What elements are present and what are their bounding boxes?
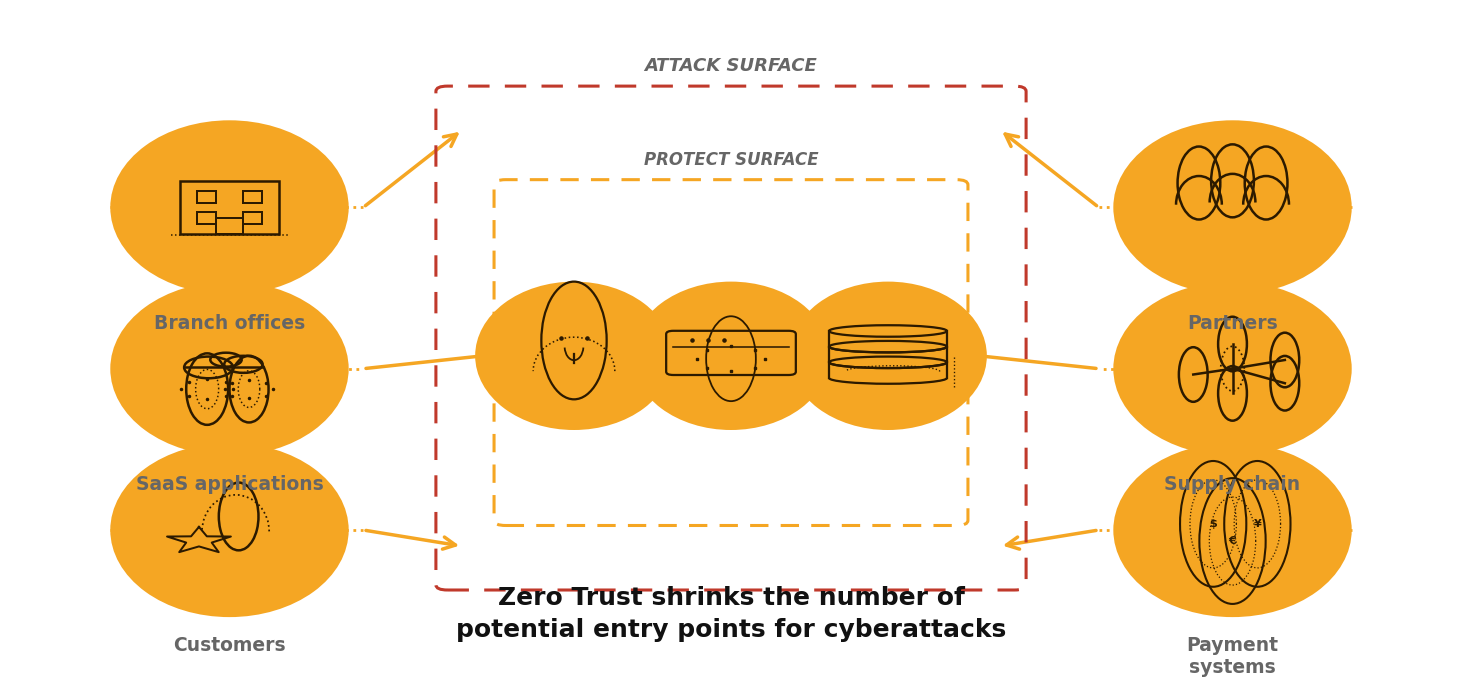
Ellipse shape (110, 443, 348, 617)
Text: Payment
systems: Payment systems (1187, 637, 1278, 677)
Ellipse shape (632, 282, 830, 430)
Ellipse shape (1114, 443, 1352, 617)
Text: Supply chain: Supply chain (1164, 475, 1301, 494)
Ellipse shape (1114, 120, 1352, 295)
Text: ¥: ¥ (1253, 519, 1262, 529)
Ellipse shape (110, 282, 348, 456)
Ellipse shape (475, 282, 673, 430)
Text: $: $ (1209, 519, 1216, 529)
Ellipse shape (110, 120, 348, 295)
Text: Customers: Customers (173, 637, 285, 655)
Ellipse shape (789, 282, 987, 430)
Text: PROTECT SURFACE: PROTECT SURFACE (643, 150, 819, 169)
Text: Branch offices: Branch offices (154, 314, 306, 333)
Text: ATTACK SURFACE: ATTACK SURFACE (645, 57, 817, 75)
Text: SaaS applications: SaaS applications (136, 475, 323, 494)
Text: €: € (1228, 536, 1237, 546)
Text: Partners: Partners (1187, 314, 1278, 333)
Text: Zero Trust shrinks the number of
potential entry points for cyberattacks: Zero Trust shrinks the number of potenti… (456, 586, 1006, 642)
Ellipse shape (1114, 282, 1352, 456)
